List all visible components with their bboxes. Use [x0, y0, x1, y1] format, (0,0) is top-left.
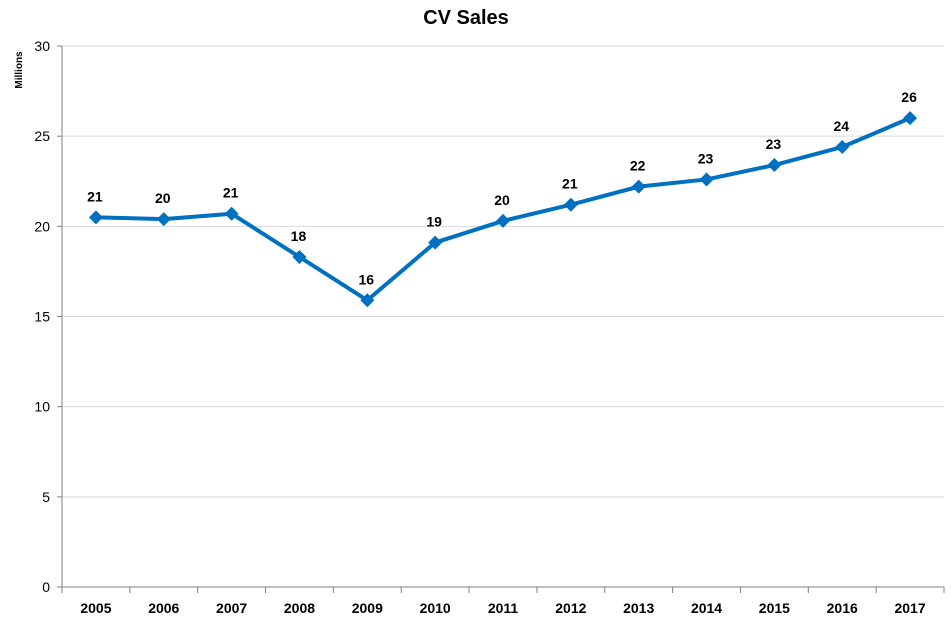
x-tick-label: 2013	[623, 600, 654, 616]
x-tick-label: 2012	[555, 600, 586, 616]
y-tick-labels: 0 5 10 15 20 25 30	[34, 38, 50, 595]
data-label: 18	[291, 228, 307, 244]
gridlines	[62, 45, 944, 498]
data-point-marker	[88, 210, 103, 225]
data-label: 26	[901, 89, 917, 105]
x-tick-label: 2011	[488, 600, 519, 616]
y-tick-label: 15	[34, 309, 50, 325]
axes	[57, 45, 945, 593]
data-point-marker	[156, 212, 171, 227]
x-tick-label: 2009	[352, 600, 383, 616]
data-label: 21	[562, 176, 578, 192]
x-tick-label: 2015	[759, 600, 790, 616]
data-point-marker	[563, 197, 578, 212]
data-point-marker	[631, 179, 646, 194]
y-tick-label: 0	[42, 579, 50, 595]
data-label: 20	[155, 190, 171, 206]
data-point-marker	[292, 249, 307, 264]
x-tick-label: 2014	[691, 600, 722, 616]
data-point-marker	[428, 235, 443, 250]
data-point-marker	[360, 293, 375, 308]
x-tick-label: 2005	[80, 600, 111, 616]
x-tick-label: 2010	[420, 600, 451, 616]
data-point-marker	[699, 172, 714, 187]
x-tick-labels: 2005 2006 2007 2008 2009 2010 2011 2012 2013 2014…	[80, 600, 926, 616]
data-label: 22	[630, 158, 646, 174]
x-tick-label: 2007	[216, 600, 247, 616]
y-axis-label: Millions	[14, 51, 25, 89]
data-point-marker	[496, 213, 510, 228]
y-tick-label: 30	[34, 38, 50, 54]
data-label: 19	[426, 214, 442, 230]
data-label: 21	[87, 188, 103, 204]
data-label: 23	[766, 136, 782, 152]
series-line	[95, 116, 911, 303]
data-point-marker	[903, 111, 918, 126]
chart-title: CV Sales	[423, 7, 509, 29]
data-label: 23	[698, 150, 714, 166]
series-layer	[88, 111, 918, 308]
x-tick-label: 2016	[827, 600, 858, 616]
data-label: 20	[494, 192, 510, 208]
y-tick-label: 25	[34, 128, 50, 144]
x-tick-label: 2008	[284, 600, 315, 616]
y-tick-label: 20	[34, 218, 50, 234]
x-tick-label: 2017	[894, 600, 925, 616]
y-tick-label: 10	[34, 399, 50, 415]
data-labels: 21 20 21 18 16 19 20 21 22 23 23 24 26	[87, 89, 917, 287]
y-tick-label: 5	[42, 489, 50, 505]
data-label: 24	[833, 118, 849, 134]
data-label: 16	[359, 271, 375, 287]
x-tick-label: 2006	[148, 600, 179, 616]
data-point-marker	[767, 158, 782, 173]
data-point-marker	[835, 139, 850, 154]
data-label: 21	[223, 185, 239, 201]
data-point-marker	[224, 206, 239, 221]
